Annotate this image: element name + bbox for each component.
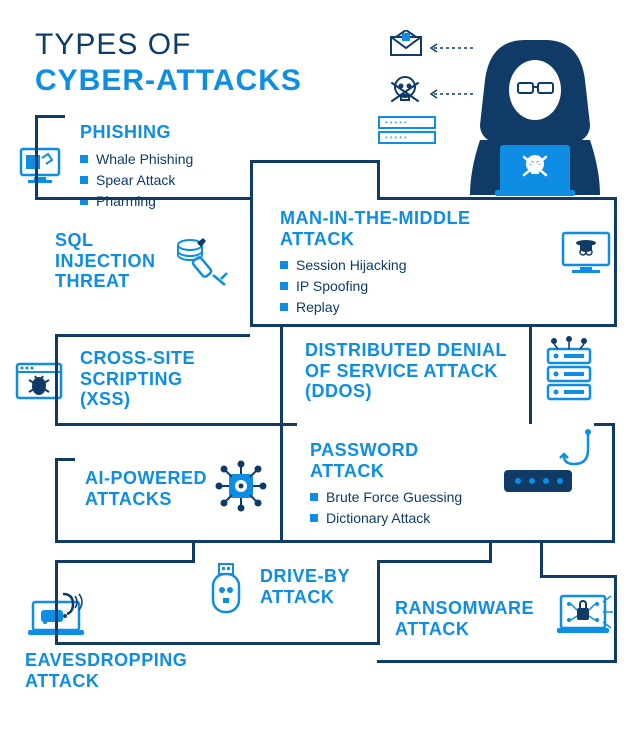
ai-title: AI-POWERED ATTACKS xyxy=(85,468,207,509)
connector xyxy=(280,324,283,426)
bullet: Pharming xyxy=(80,191,193,212)
sql-title: SQL INJECTION THREAT xyxy=(55,230,156,292)
connector xyxy=(35,115,65,118)
section-xss: CROSS-SITE SCRIPTING (XSS) xyxy=(80,348,195,410)
connector xyxy=(377,197,617,200)
dotted-arrow-1 xyxy=(425,42,475,54)
xss-title: CROSS-SITE SCRIPTING (XSS) xyxy=(80,348,195,410)
connector xyxy=(377,560,492,563)
title-line-1: TYPES OF xyxy=(35,28,302,62)
connector xyxy=(540,540,543,578)
svg-text:*****: ***** xyxy=(385,121,409,128)
fishing-hook-icon xyxy=(500,428,600,498)
connector xyxy=(55,540,283,543)
connector xyxy=(55,458,58,543)
eaves-title: EAVESDROPPING ATTACK xyxy=(25,650,187,691)
mitm-title: MAN-IN-THE-MIDDLE ATTACK xyxy=(280,208,470,249)
ransom-title: RANSOMWARE ATTACK xyxy=(395,598,534,639)
section-sql: SQL INJECTION THREAT xyxy=(55,230,156,292)
ai-chip-icon xyxy=(215,460,267,512)
section-eaves: EAVESDROPPING ATTACK xyxy=(25,650,187,691)
bullet: Session Hijacking xyxy=(280,255,470,276)
title-line-2: CYBER-ATTACKS xyxy=(35,64,302,98)
connector xyxy=(489,540,492,563)
connector xyxy=(35,115,38,200)
connector xyxy=(55,423,283,426)
syringe-db-icon xyxy=(175,235,231,291)
connector xyxy=(55,334,250,337)
bullet: Replay xyxy=(280,297,470,318)
connector xyxy=(250,324,617,327)
password-title: PASSWORD ATTACK xyxy=(310,440,462,481)
bullet: Whale Phishing xyxy=(80,149,193,170)
connector xyxy=(55,560,58,645)
connector xyxy=(250,197,253,327)
server-stack-icon xyxy=(540,335,598,403)
bullet: IP Spoofing xyxy=(280,276,470,297)
envelope-icon xyxy=(390,30,422,56)
credential-bars-icon: ***** ***** xyxy=(378,116,436,146)
connector xyxy=(55,642,380,645)
connector xyxy=(280,540,615,543)
connector xyxy=(377,660,617,663)
connector xyxy=(594,423,615,426)
connector xyxy=(614,197,617,327)
phishing-title: PHISHING xyxy=(80,122,193,143)
infographic-title: TYPES OF CYBER-ATTACKS xyxy=(35,28,302,98)
skull-crossbones-icon xyxy=(388,75,422,107)
section-mitm: MAN-IN-THE-MIDDLE ATTACK Session Hijacki… xyxy=(280,208,470,318)
dotted-arrow-2 xyxy=(425,88,475,100)
section-ai: AI-POWERED ATTACKS xyxy=(85,468,207,509)
connector xyxy=(614,575,617,663)
laptop-lock-icon xyxy=(555,590,615,642)
password-bullets: Brute Force Guessing Dictionary Attack xyxy=(310,487,462,529)
connector xyxy=(55,334,58,426)
connector xyxy=(280,423,283,543)
connector xyxy=(250,160,253,200)
bullet: Spear Attack xyxy=(80,170,193,191)
monitor-spy-icon xyxy=(560,230,612,276)
section-password: PASSWORD ATTACK Brute Force Guessing Dic… xyxy=(310,440,462,529)
svg-text:*****: ***** xyxy=(385,136,409,143)
section-driveby: DRIVE-BY ATTACK xyxy=(260,566,350,607)
connector xyxy=(612,423,615,543)
connector xyxy=(55,458,75,461)
ddos-title: DISTRIBUTED DENIAL OF SERVICE ATTACK (DD… xyxy=(305,340,507,402)
bullet: Dictionary Attack xyxy=(310,508,462,529)
connector xyxy=(377,560,380,645)
driveby-title: DRIVE-BY ATTACK xyxy=(260,566,350,607)
monitor-broken-icon xyxy=(18,146,62,184)
usb-skull-icon xyxy=(205,560,247,618)
connector xyxy=(540,575,617,578)
connector xyxy=(529,324,532,424)
connector xyxy=(35,197,253,200)
connector xyxy=(280,423,297,426)
section-ddos: DISTRIBUTED DENIAL OF SERVICE ATTACK (DD… xyxy=(305,340,507,402)
connector xyxy=(250,160,380,163)
section-ransom: RANSOMWARE ATTACK xyxy=(395,598,534,639)
mitm-bullets: Session Hijacking IP Spoofing Replay xyxy=(280,255,470,318)
phishing-bullets: Whale Phishing Spear Attack Pharming xyxy=(80,149,193,212)
connector xyxy=(55,560,195,563)
bullet: Brute Force Guessing xyxy=(310,487,462,508)
connector xyxy=(192,540,195,563)
connector xyxy=(377,160,380,200)
